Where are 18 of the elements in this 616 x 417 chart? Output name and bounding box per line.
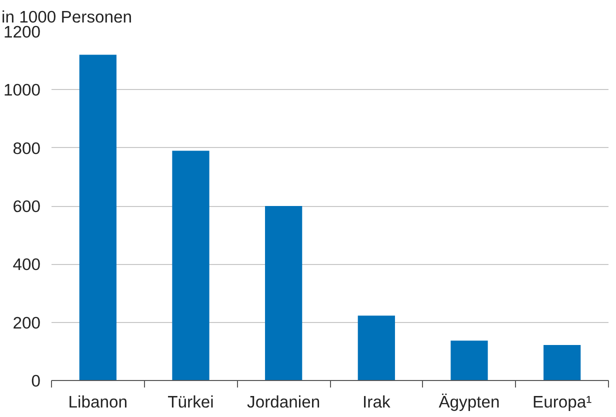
bar — [450, 340, 488, 380]
x-tick-label: Irak — [362, 392, 391, 412]
bar — [172, 150, 210, 380]
x-tick-label: Europa¹ — [532, 392, 592, 412]
y-tick-label: 0 — [31, 372, 40, 390]
y-tick-label: 600 — [12, 197, 41, 216]
x-tick-label: Ägypten — [438, 392, 500, 412]
y-tick-label: 400 — [12, 255, 41, 274]
bar — [265, 206, 302, 380]
y-tick-label: 1000 — [3, 80, 41, 100]
y-tick-label: 800 — [12, 138, 41, 158]
x-tick-label: Libanon — [68, 392, 128, 412]
y-tick-label: 200 — [12, 313, 41, 332]
x-tick-label: Jordanien — [247, 392, 320, 412]
bar — [79, 54, 116, 380]
bar — [544, 345, 581, 380]
bar — [358, 316, 395, 380]
x-tick-label: Türkei — [168, 392, 214, 412]
